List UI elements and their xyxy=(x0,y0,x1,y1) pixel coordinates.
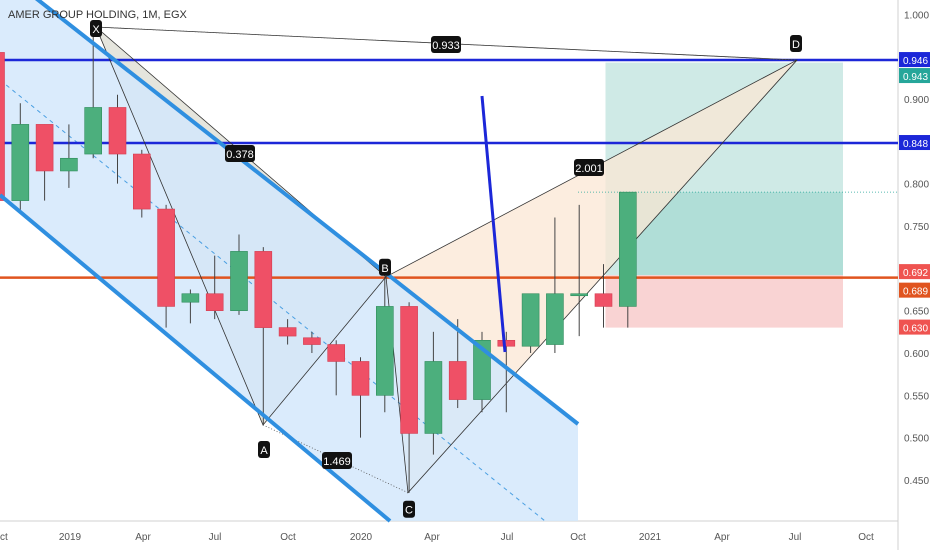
price-badge-label: 0.692 xyxy=(903,268,928,279)
candle-bear xyxy=(35,124,54,172)
candle-bear xyxy=(108,107,127,155)
price-badge-label: 0.943 xyxy=(903,72,928,83)
y-tick-label: 0.900 xyxy=(904,95,929,106)
point-label-X: X xyxy=(92,24,100,36)
position-loss-zone xyxy=(605,275,843,328)
price-badge xyxy=(899,319,930,335)
x-tick-label: Jul xyxy=(209,532,222,543)
candle-bear xyxy=(205,293,224,311)
point-box-D xyxy=(790,35,802,52)
price-badge xyxy=(899,264,930,280)
x-tick-label: Apr xyxy=(714,532,730,543)
candle-bear xyxy=(327,344,346,362)
candle-bull xyxy=(375,306,394,396)
point-box-C xyxy=(403,500,415,518)
candle-bear xyxy=(157,208,175,307)
x-tick-label: 2020 xyxy=(350,532,373,543)
ratio-box xyxy=(225,145,255,162)
point-label-D: D xyxy=(792,39,800,51)
ratio-box xyxy=(574,159,604,176)
x-tick-label: Oct xyxy=(570,532,586,543)
point-box-B xyxy=(379,258,391,276)
y-tick-label: 0.800 xyxy=(904,180,929,191)
point-box-X xyxy=(90,20,102,38)
x-tick-label: Oct xyxy=(0,532,8,543)
candle-bear xyxy=(0,52,5,201)
x-tick-label: Oct xyxy=(280,532,296,543)
candle-bear xyxy=(400,306,418,434)
price-badge-label: 0.689 xyxy=(903,287,928,298)
candle-bull xyxy=(546,293,564,345)
candle-bear xyxy=(497,339,516,347)
point-box-A xyxy=(258,440,270,458)
x-tick-label: Oct xyxy=(858,532,874,543)
pattern-legs xyxy=(95,26,798,494)
candle-bull xyxy=(60,157,78,172)
price-badge-label: 0.848 xyxy=(903,139,928,150)
price-badge-label: 0.946 xyxy=(903,56,928,67)
y-tick-label: 0.750 xyxy=(904,222,929,233)
x-tick-label: 2021 xyxy=(639,532,662,543)
candle-bear xyxy=(133,153,151,210)
candle-bull xyxy=(570,293,589,297)
x-tick-label: 2019 xyxy=(59,532,82,543)
ratio-label: 0.933 xyxy=(432,40,460,52)
candle-bull xyxy=(11,124,30,201)
candle-bear xyxy=(254,251,273,328)
price-badge xyxy=(899,52,930,68)
price-badge xyxy=(899,282,930,298)
point-label-A: A xyxy=(260,445,268,457)
candle-bear xyxy=(448,361,467,400)
chart-title: AMER GROUP HOLDING, 1M, EGX xyxy=(8,9,188,21)
ratio-label: 1.469 xyxy=(323,456,351,468)
candle-bear xyxy=(351,361,370,396)
price-badge xyxy=(899,68,930,84)
candle-bull xyxy=(521,293,540,347)
ratio-box xyxy=(431,36,461,53)
channel-upper-line xyxy=(34,0,580,426)
price-badge-label: 0.630 xyxy=(903,324,928,335)
candle-bull xyxy=(230,251,248,311)
candle-bear xyxy=(278,327,297,337)
y-tick-label: 1.000 xyxy=(904,10,929,21)
point-label-B: B xyxy=(381,263,388,275)
point-label-C: C xyxy=(405,505,413,517)
ratio-label: 0.378 xyxy=(226,149,254,161)
price-badge xyxy=(899,135,930,151)
pointer-line xyxy=(480,95,507,353)
candle-bull xyxy=(424,361,443,434)
x-tick-label: Jul xyxy=(789,532,802,543)
candle-bear xyxy=(594,293,613,307)
candle-bull xyxy=(618,191,637,307)
x-tick-label: Apr xyxy=(135,532,151,543)
y-tick-label: 0.600 xyxy=(904,349,929,360)
ratio-box xyxy=(322,452,352,469)
ratio-label: 2.001 xyxy=(575,163,603,175)
channel-midline xyxy=(0,79,546,522)
candle-bull xyxy=(84,107,102,155)
y-tick-label: 0.450 xyxy=(904,476,929,487)
x-tick-label: Jul xyxy=(501,532,514,543)
candle-bull xyxy=(181,293,200,303)
candle-bear xyxy=(303,337,321,345)
y-tick-label: 0.500 xyxy=(904,434,929,445)
candle-bull xyxy=(473,339,491,400)
y-tick-label: 0.650 xyxy=(904,307,929,318)
y-tick-label: 0.550 xyxy=(904,391,929,402)
x-tick-label: Apr xyxy=(424,532,440,543)
